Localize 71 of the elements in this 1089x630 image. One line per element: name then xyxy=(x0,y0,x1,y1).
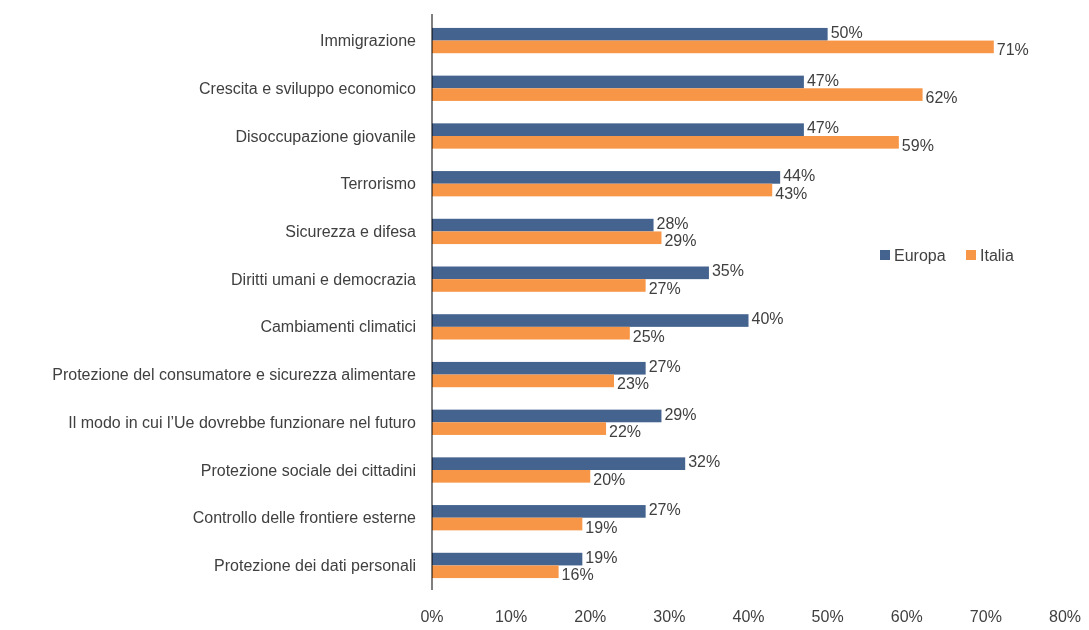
y-tick-label: Protezione dei dati personali xyxy=(214,557,416,575)
y-tick-label: Cambiamenti climatici xyxy=(260,318,416,336)
bar xyxy=(432,552,583,566)
data-label: 47% xyxy=(806,71,839,89)
data-label: 47% xyxy=(806,119,839,137)
bar xyxy=(432,374,614,388)
x-tick-label: 40% xyxy=(732,608,765,625)
legend-label: Europa xyxy=(894,246,946,264)
data-label: 35% xyxy=(711,262,744,280)
bar xyxy=(432,266,709,280)
bar xyxy=(432,88,923,101)
bar xyxy=(432,517,583,531)
x-tick-label: 10% xyxy=(495,608,528,625)
bar xyxy=(432,314,749,327)
y-tick-label: Protezione del consumatore e sicurezza alimentare xyxy=(52,366,417,384)
data-label: 40% xyxy=(751,310,784,328)
bar xyxy=(432,279,646,292)
bar xyxy=(432,218,654,232)
bar xyxy=(432,470,591,483)
y-tick-label: Sicurezza e difesa xyxy=(285,223,417,241)
bar xyxy=(432,136,899,149)
data-label: 29% xyxy=(664,405,697,423)
bar xyxy=(432,457,686,470)
data-label: 22% xyxy=(609,423,642,441)
data-label: 25% xyxy=(632,327,665,345)
bar xyxy=(432,171,781,184)
bar xyxy=(432,27,828,41)
bar xyxy=(432,75,804,89)
data-label: 44% xyxy=(783,166,816,184)
data-label: 20% xyxy=(593,470,626,488)
x-tick-label: 60% xyxy=(890,608,923,625)
data-label: 32% xyxy=(688,453,721,471)
bar xyxy=(432,326,630,340)
data-label: 71% xyxy=(996,41,1029,59)
bar xyxy=(432,409,662,423)
x-tick-label: 20% xyxy=(574,608,607,625)
bar xyxy=(432,505,646,518)
data-label: 27% xyxy=(648,500,681,518)
y-tick-label: Protezione sociale dei cittadini xyxy=(200,461,416,479)
data-label: 27% xyxy=(648,357,681,375)
data-label: 29% xyxy=(664,232,697,250)
y-tick-label: Crescita e sviluppo economico xyxy=(199,79,417,97)
data-label: 50% xyxy=(830,23,863,41)
bar xyxy=(432,422,607,435)
y-tick-label: Disoccupazione giovanile xyxy=(235,127,417,145)
x-tick-label: 0% xyxy=(420,608,444,625)
data-label: 27% xyxy=(648,280,681,298)
x-tick-label: 80% xyxy=(1048,608,1082,625)
data-label: 23% xyxy=(616,375,650,393)
bar xyxy=(432,361,646,375)
data-label: 28% xyxy=(656,214,689,232)
bar xyxy=(432,40,994,54)
x-tick-label: 50% xyxy=(811,608,844,625)
data-label: 43% xyxy=(775,184,808,202)
legend-label: Italia xyxy=(980,246,1014,264)
x-tick-label: 30% xyxy=(653,608,686,625)
data-label: 16% xyxy=(561,566,594,584)
data-label: 62% xyxy=(925,89,958,107)
x-tick-label: 70% xyxy=(969,608,1002,625)
bar xyxy=(432,123,804,136)
y-tick-label: Terrorismo xyxy=(340,175,417,193)
bar xyxy=(432,231,662,245)
data-label: 19% xyxy=(585,548,618,566)
bar xyxy=(432,565,559,579)
data-label: 19% xyxy=(585,518,618,536)
bar xyxy=(432,183,773,197)
y-tick-label: Diritti umani e democrazia xyxy=(231,270,417,288)
data-label: 59% xyxy=(901,136,934,154)
y-tick-label: Immigrazione xyxy=(319,32,417,50)
y-tick-label: Il modo in cui l’Ue dovrebbe funzionare nel futuro xyxy=(68,413,417,431)
y-tick-label: Controllo delle frontiere esterne xyxy=(192,509,417,527)
